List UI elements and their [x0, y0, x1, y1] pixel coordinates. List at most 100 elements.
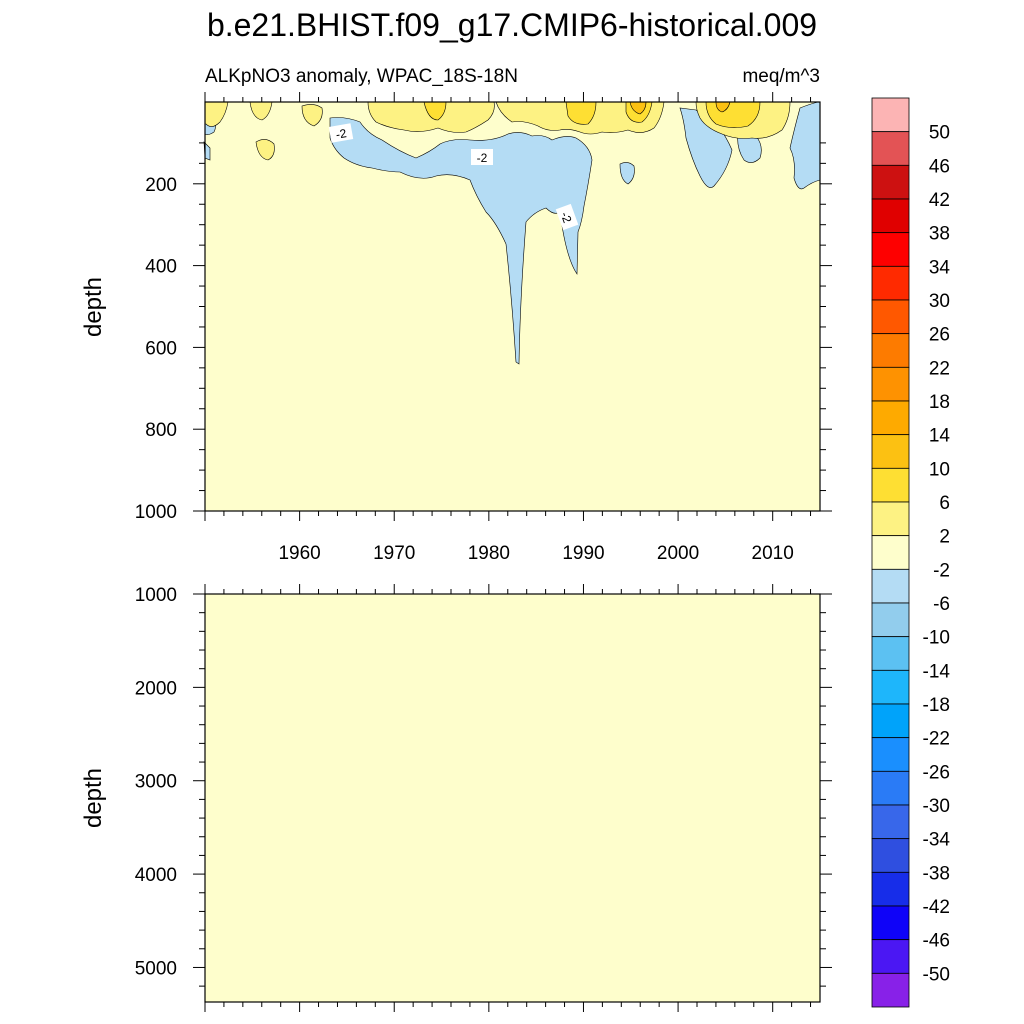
colorbar-swatch: [871, 568, 910, 604]
colorbar-label: -46: [923, 931, 950, 952]
colorbar-swatch: [871, 333, 910, 368]
colorbar-swatch: [871, 400, 910, 436]
colorbar-label: 30: [929, 291, 950, 312]
colorbar-swatch: [871, 602, 910, 638]
figure-title: b.e21.BHIST.f09_g17.CMIP6-historical.009: [207, 7, 817, 43]
strong-positive-core-1: [423, 101, 447, 121]
colorbar-swatch: [871, 232, 910, 267]
contour-label-text: -2: [335, 126, 348, 142]
colorbar-swatch: [871, 703, 910, 739]
contour-label-box: [328, 123, 354, 143]
contour-label: -2: [328, 123, 354, 143]
strong-positive-core-2: [565, 101, 597, 125]
top-panel-ylabel: depth: [80, 277, 107, 337]
y-tick-label: 200: [145, 175, 177, 196]
colorbar-label: -34: [923, 830, 951, 851]
y-tick-label: 400: [145, 257, 177, 278]
left-string: ALKpNO3 anomaly, WPAC_18S-18N: [205, 66, 518, 87]
right-string: meq/m^3: [742, 66, 820, 87]
colorbar-swatch: [871, 804, 910, 840]
y-tick-label: 1000: [135, 585, 177, 606]
colorbar-label: -26: [923, 762, 950, 783]
colorbar-swatch: [871, 636, 910, 671]
x-tick-label: 1990: [562, 543, 604, 564]
colorbar-swatch: [871, 535, 910, 570]
colorbar-swatch: [871, 97, 910, 133]
x-tick-label: 2010: [752, 543, 794, 564]
colorbar-label: 18: [929, 392, 950, 413]
positive-anomaly-patch-3: [255, 139, 275, 161]
bottom-panel: 1000 2000 3000 4000 5000 depth: [80, 584, 832, 1012]
top-panel: -2 -2 -2 1960 1970 1980 1990 2000 2010 200 400 6…: [80, 92, 832, 564]
y-tick-label: 800: [145, 420, 177, 441]
y-tick-label: 3000: [135, 772, 177, 793]
contour-label-box: [555, 203, 579, 231]
colorbar-label: 38: [929, 224, 950, 245]
colorbar-label: 26: [929, 325, 950, 346]
y-tick-label: 600: [145, 338, 177, 359]
negative-anomaly-patch-6: [619, 162, 635, 185]
x-tick-label: 2000: [657, 543, 699, 564]
y-tick-label: 4000: [135, 865, 177, 886]
contour-label-box: [471, 149, 493, 165]
contour-labels: -2 -2 -2: [328, 123, 579, 231]
colorbar-label: 34: [929, 257, 951, 278]
negative-anomaly-region-main: [329, 117, 593, 365]
colorbar: 50 46 42 38 34 30 26 22 18 14 10 6 2 -2 -6 -10 -14 -18 -22…: [871, 97, 951, 1008]
colorbar-label: 14: [929, 426, 951, 447]
colorbar-label: 6: [939, 493, 950, 514]
positive-anomaly-patch-4: [301, 104, 323, 127]
y-tick-label: 1000: [135, 502, 177, 523]
colorbar-label: 22: [929, 358, 950, 379]
strongest-positive-core-1: [629, 101, 647, 115]
colorbar-label: -42: [923, 897, 950, 918]
colorbar-swatch: [871, 972, 910, 1008]
positive-anomaly-patch-2: [249, 101, 273, 121]
colorbar-label: 50: [929, 123, 950, 144]
contour-label-text: -2: [477, 151, 488, 165]
colorbar-swatch: [871, 501, 910, 537]
colorbar-swatch: [871, 838, 910, 873]
colorbar-swatch: [871, 366, 910, 402]
bottom-panel-background: [205, 594, 820, 1002]
x-tick-label: 1970: [373, 543, 415, 564]
colorbar-label: -14: [923, 661, 951, 682]
colorbar-swatch: [871, 131, 910, 166]
colorbar-label: -18: [923, 695, 950, 716]
colorbar-label: -50: [923, 964, 950, 985]
colorbar-label: 10: [929, 459, 950, 480]
y-tick-label: 5000: [135, 958, 177, 979]
contour-label: -2: [555, 203, 579, 231]
colorbar-swatch: [871, 939, 910, 974]
colorbar-swatch: [871, 299, 910, 335]
colorbar-swatch: [871, 164, 910, 200]
colorbar-swatch: [871, 871, 910, 907]
colorbar-swatch: [871, 905, 910, 941]
contour-label-text: -2: [558, 210, 575, 225]
x-tick-label: 1960: [278, 543, 320, 564]
x-tick-label: 1980: [468, 543, 510, 564]
colorbar-label: -38: [923, 863, 950, 884]
bottom-panel-ylabel: depth: [80, 768, 107, 828]
colorbar-swatch: [871, 467, 910, 503]
colorbar-label: -22: [923, 729, 950, 750]
strongest-positive-core-2: [715, 101, 731, 113]
positive-anomaly-patch-1: [204, 101, 229, 127]
colorbar-label: 2: [939, 527, 950, 548]
colorbar-swatch: [871, 770, 910, 806]
colorbar-swatch: [871, 198, 910, 234]
colorbar-swatch: [871, 737, 910, 772]
top-panel-ticks: 1960 1970 1980 1990 2000 2010 200 400 600 800 1000: [135, 92, 832, 564]
colorbar-label: -30: [923, 796, 950, 817]
colorbar-swatch: [871, 265, 910, 301]
colorbar-label: -6: [933, 594, 950, 615]
colorbar-swatch: [871, 434, 910, 469]
colorbar-label: -2: [933, 560, 950, 581]
bottom-panel-frame: [204, 593, 821, 1003]
colorbar-swatch: [871, 669, 910, 705]
colorbar-label: -10: [923, 628, 950, 649]
colorbar-label: 42: [929, 190, 950, 211]
bottom-panel-ticks: 1000 2000 3000 4000 5000: [135, 584, 832, 1012]
colorbar-label: 46: [929, 156, 950, 177]
